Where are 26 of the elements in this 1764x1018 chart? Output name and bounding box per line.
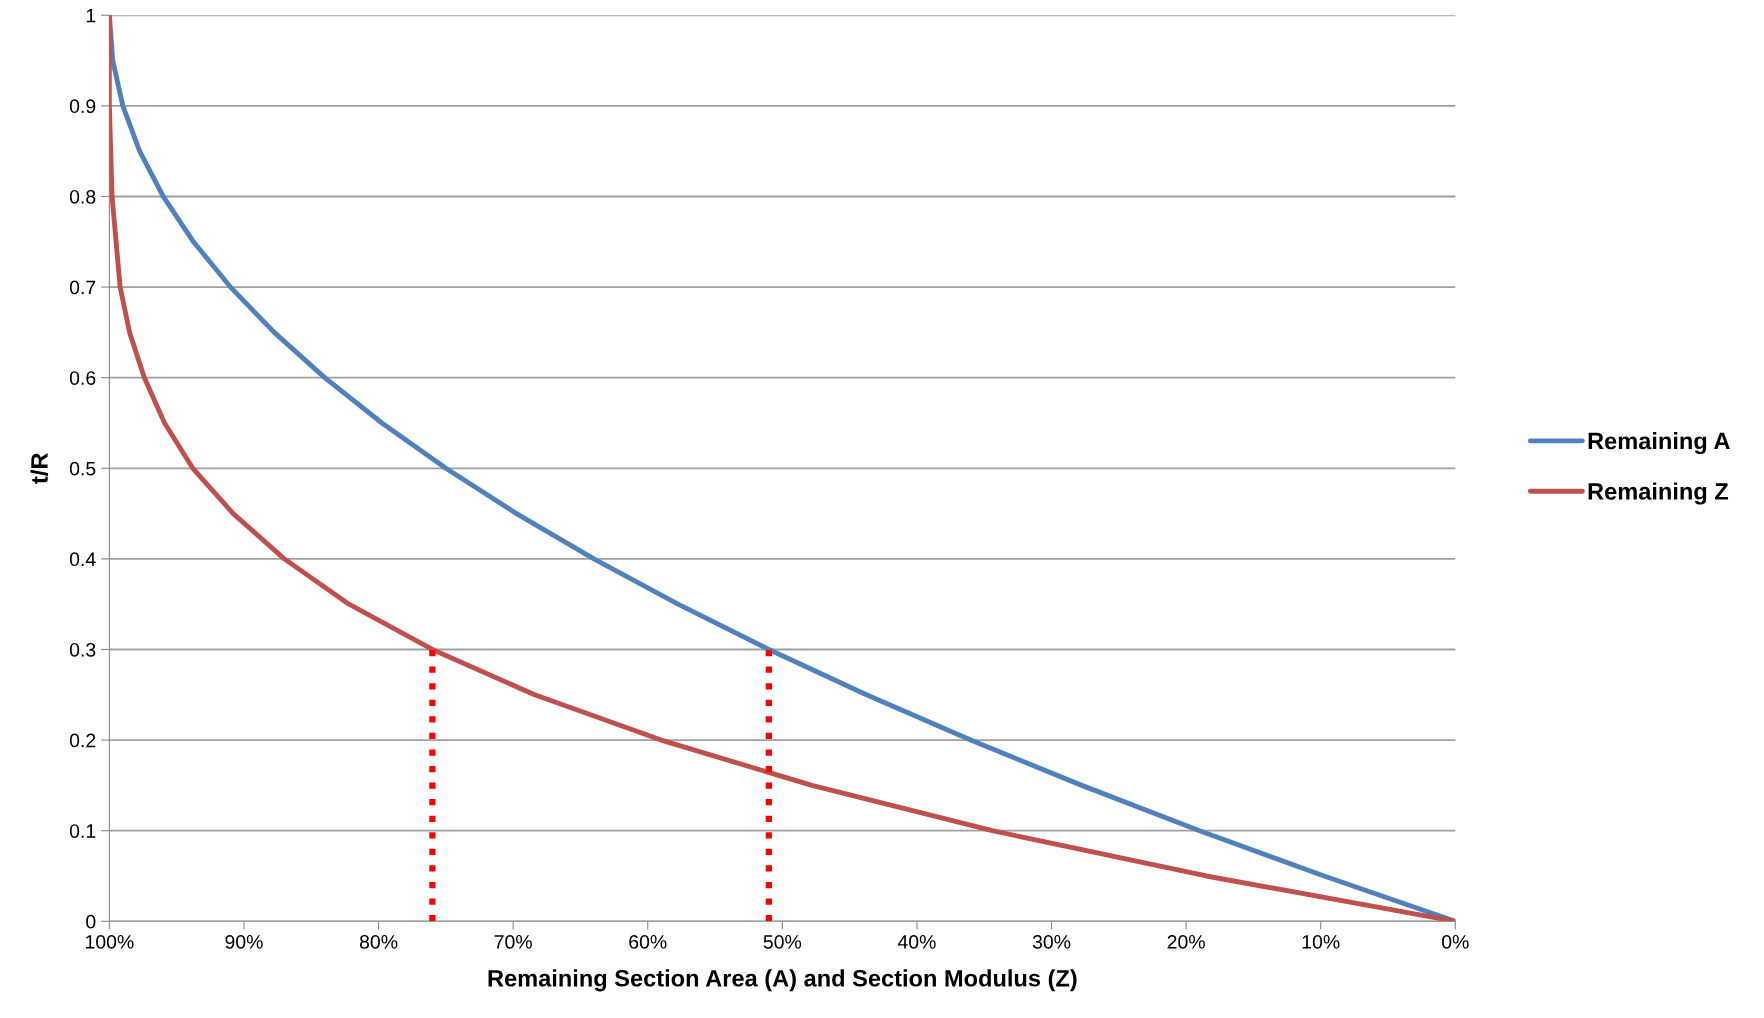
x-tick-label: 70%	[494, 935, 532, 949]
x-tick-label: 50%	[763, 935, 802, 949]
y-tick-label: 0	[86, 914, 96, 929]
x-tick-label: 10%	[1302, 935, 1340, 949]
x-tick-label: 80%	[359, 935, 398, 949]
y-tick-label: 0.4	[69, 552, 96, 567]
x-tick-label: 0%	[1442, 935, 1469, 949]
y-tick-label: 0.2	[69, 733, 96, 748]
x-tick-label: 60%	[629, 935, 667, 949]
x-tick-label: 20%	[1167, 935, 1205, 949]
y-tick-label: 0.6	[69, 371, 96, 385]
y-tick-label: 0.8	[69, 189, 96, 204]
y-tick-label: 0.9	[69, 99, 96, 114]
legend-label: Remaining Z	[1588, 482, 1729, 505]
y-tick-label: 0.1	[69, 824, 96, 838]
x-axis-title: Remaining Section Area (A) and Section Modulus (Z)	[488, 969, 1077, 992]
y-tick-label: 0.5	[69, 461, 96, 476]
x-tick-label: 40%	[897, 935, 936, 949]
x-tick-label: 100%	[85, 935, 134, 949]
y-axis-title: t/R	[30, 453, 49, 484]
x-tick-label: 30%	[1032, 935, 1071, 949]
y-tick-label: 0.3	[69, 642, 96, 657]
y-tick-label: 1	[86, 8, 96, 23]
y-tick-label: 0.7	[69, 280, 96, 295]
x-tick-label: 90%	[225, 935, 263, 949]
legend-label: Remaining A	[1588, 432, 1730, 455]
